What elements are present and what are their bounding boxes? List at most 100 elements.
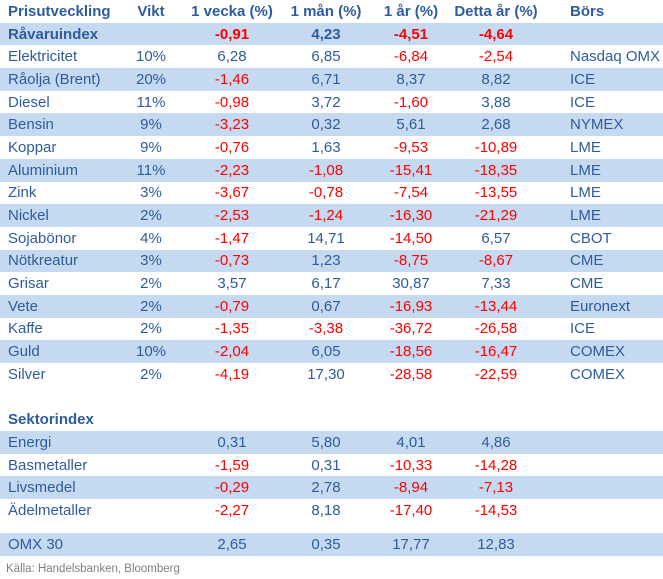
exchange-cell: LME xyxy=(570,138,601,156)
value-cell: -0,76 xyxy=(214,138,250,156)
value-cell: 12,83 xyxy=(444,533,548,556)
value-cell: 6,85 xyxy=(311,48,341,66)
section-header-row: Sektorindex xyxy=(0,408,663,431)
value-cell: -3,23 xyxy=(190,113,274,137)
value-cell: -0,29 xyxy=(190,476,274,500)
row-label: Ädelmetaller xyxy=(8,501,92,519)
value-cell: -16,93 xyxy=(378,294,444,318)
weight-cell: 20% xyxy=(112,68,190,91)
table-row: Diesel 11% -0,98 3,72 -1,60 3,88 ICE xyxy=(0,91,663,114)
row-label: Guld xyxy=(0,340,112,363)
row-label: Diesel xyxy=(8,93,50,111)
exchange-cell xyxy=(548,476,663,500)
value-cell: -14,50 xyxy=(389,229,433,247)
value-cell: -2,04 xyxy=(190,340,274,363)
table-row: Nötkreatur 3% -0,73 1,23 -8,75 -8,67 CME xyxy=(0,249,663,273)
value-cell: -3,67 xyxy=(214,184,250,202)
value-cell: -9,53 xyxy=(393,138,429,156)
value-cell: -28,58 xyxy=(389,365,433,383)
exchange-cell: CBOT xyxy=(570,229,612,247)
spacer-cell xyxy=(0,521,663,534)
value-cell: -10,89 xyxy=(474,138,518,156)
value-cell: -1,47 xyxy=(214,229,250,247)
value-cell: -0,78 xyxy=(308,184,344,202)
value-cell: -21,29 xyxy=(444,204,548,227)
exchange-cell: Nasdaq OMX xyxy=(570,48,661,66)
value-cell: 5,61 xyxy=(378,113,444,137)
value-cell: -7,54 xyxy=(393,184,429,202)
value-cell: -4,64 xyxy=(444,22,548,46)
value-cell: 0,35 xyxy=(274,533,378,556)
value-cell: 0,67 xyxy=(274,294,378,318)
spacer-row xyxy=(0,521,663,534)
table-row: Grisar 2% 3,57 6,17 30,87 7,33 CME xyxy=(0,272,663,295)
value-cell: -17,40 xyxy=(389,501,433,519)
weight-cell xyxy=(112,22,190,46)
exchange-cell: LME xyxy=(570,184,601,202)
weight-cell: 9% xyxy=(140,138,162,156)
spacer-row xyxy=(0,385,663,409)
value-cell: -13,55 xyxy=(474,184,518,202)
value-cell: -22,59 xyxy=(474,365,518,383)
value-cell: 0,31 xyxy=(311,456,341,474)
value-cell: -1,35 xyxy=(214,320,250,338)
value-cell: 1,63 xyxy=(311,138,341,156)
exchange-cell: NYMEX xyxy=(548,113,663,137)
weight-cell: 2% xyxy=(140,365,162,383)
value-cell: 6,17 xyxy=(311,275,341,293)
source-note: Källa: Handelsbanken, Bloomberg xyxy=(6,563,180,575)
row-label: Råvaruindex xyxy=(0,22,112,46)
table-row: Zink 3% -3,67 -0,78 -7,54 -13,55 LME xyxy=(0,182,663,205)
weight-cell: 9% xyxy=(112,113,190,137)
row-label: Zink xyxy=(8,184,37,202)
weight-cell: 11% xyxy=(136,93,166,111)
table-row: Elektricitet 10% 6,28 6,85 -6,84 -2,54 Nasdaq … xyxy=(0,45,663,68)
exchange-cell: CME xyxy=(548,249,663,273)
value-cell: 14,71 xyxy=(307,229,345,247)
table-row: Sojabönor 4% -1,47 14,71 -14,50 6,57 CBOT xyxy=(0,227,663,250)
table-row: Vete 2% -0,79 0,67 -16,93 -13,44 Euronext xyxy=(0,294,663,318)
value-cell: 3,88 xyxy=(481,93,511,111)
value-cell: -4,51 xyxy=(378,22,444,46)
table-row: Energi 0,31 5,80 4,01 4,86 xyxy=(0,431,663,454)
value-cell: 4,86 xyxy=(444,431,548,454)
value-cell: -4,19 xyxy=(214,365,250,383)
value-cell: -1,24 xyxy=(274,204,378,227)
table-row: Livsmedel -0,29 2,78 -8,94 -7,13 xyxy=(0,476,663,500)
value-cell: 6,71 xyxy=(274,68,378,91)
value-cell: 4,01 xyxy=(378,431,444,454)
value-cell: -18,56 xyxy=(378,340,444,363)
exchange-cell xyxy=(548,454,663,477)
weight-cell: 11% xyxy=(112,158,190,182)
value-cell xyxy=(378,408,444,431)
weight-cell xyxy=(112,431,190,454)
weight-cell: 3% xyxy=(112,249,190,273)
value-cell: -10,33 xyxy=(389,456,433,474)
value-cell: -3,38 xyxy=(308,320,344,338)
value-cell: 7,33 xyxy=(481,275,511,293)
weight-cell: 2% xyxy=(140,320,162,338)
value-cell: 3,72 xyxy=(311,93,341,111)
exchange-cell: ICE xyxy=(570,320,596,338)
exchange-cell: CME xyxy=(570,275,604,293)
value-cell: -2,54 xyxy=(478,48,514,66)
row-label: Aluminium xyxy=(0,158,112,182)
value-cell: -18,35 xyxy=(444,158,548,182)
table-row: Kaffe 2% -1,35 -3,38 -36,72 -26,58 ICE xyxy=(0,318,663,341)
value-cell: -2,27 xyxy=(214,501,250,519)
value-cell: 1,23 xyxy=(274,249,378,273)
row-label: Basmetaller xyxy=(8,456,88,474)
value-cell: 0,32 xyxy=(274,113,378,137)
value-cell: -16,47 xyxy=(444,340,548,363)
value-cell: 2,65 xyxy=(190,533,274,556)
spacer-cell xyxy=(0,385,663,409)
row-label: Nötkreatur xyxy=(0,249,112,273)
value-cell: -1,08 xyxy=(274,158,378,182)
weight-cell: 2% xyxy=(112,294,190,318)
table-row: Guld 10% -2,04 6,05 -18,56 -16,47 COMEX xyxy=(0,340,663,363)
value-cell: 2,78 xyxy=(274,476,378,500)
table-row: Nickel 2% -2,53 -1,24 -16,30 -21,29 LME xyxy=(0,204,663,227)
exchange-cell: ICE xyxy=(570,93,596,111)
value-cell: 6,28 xyxy=(217,48,247,66)
